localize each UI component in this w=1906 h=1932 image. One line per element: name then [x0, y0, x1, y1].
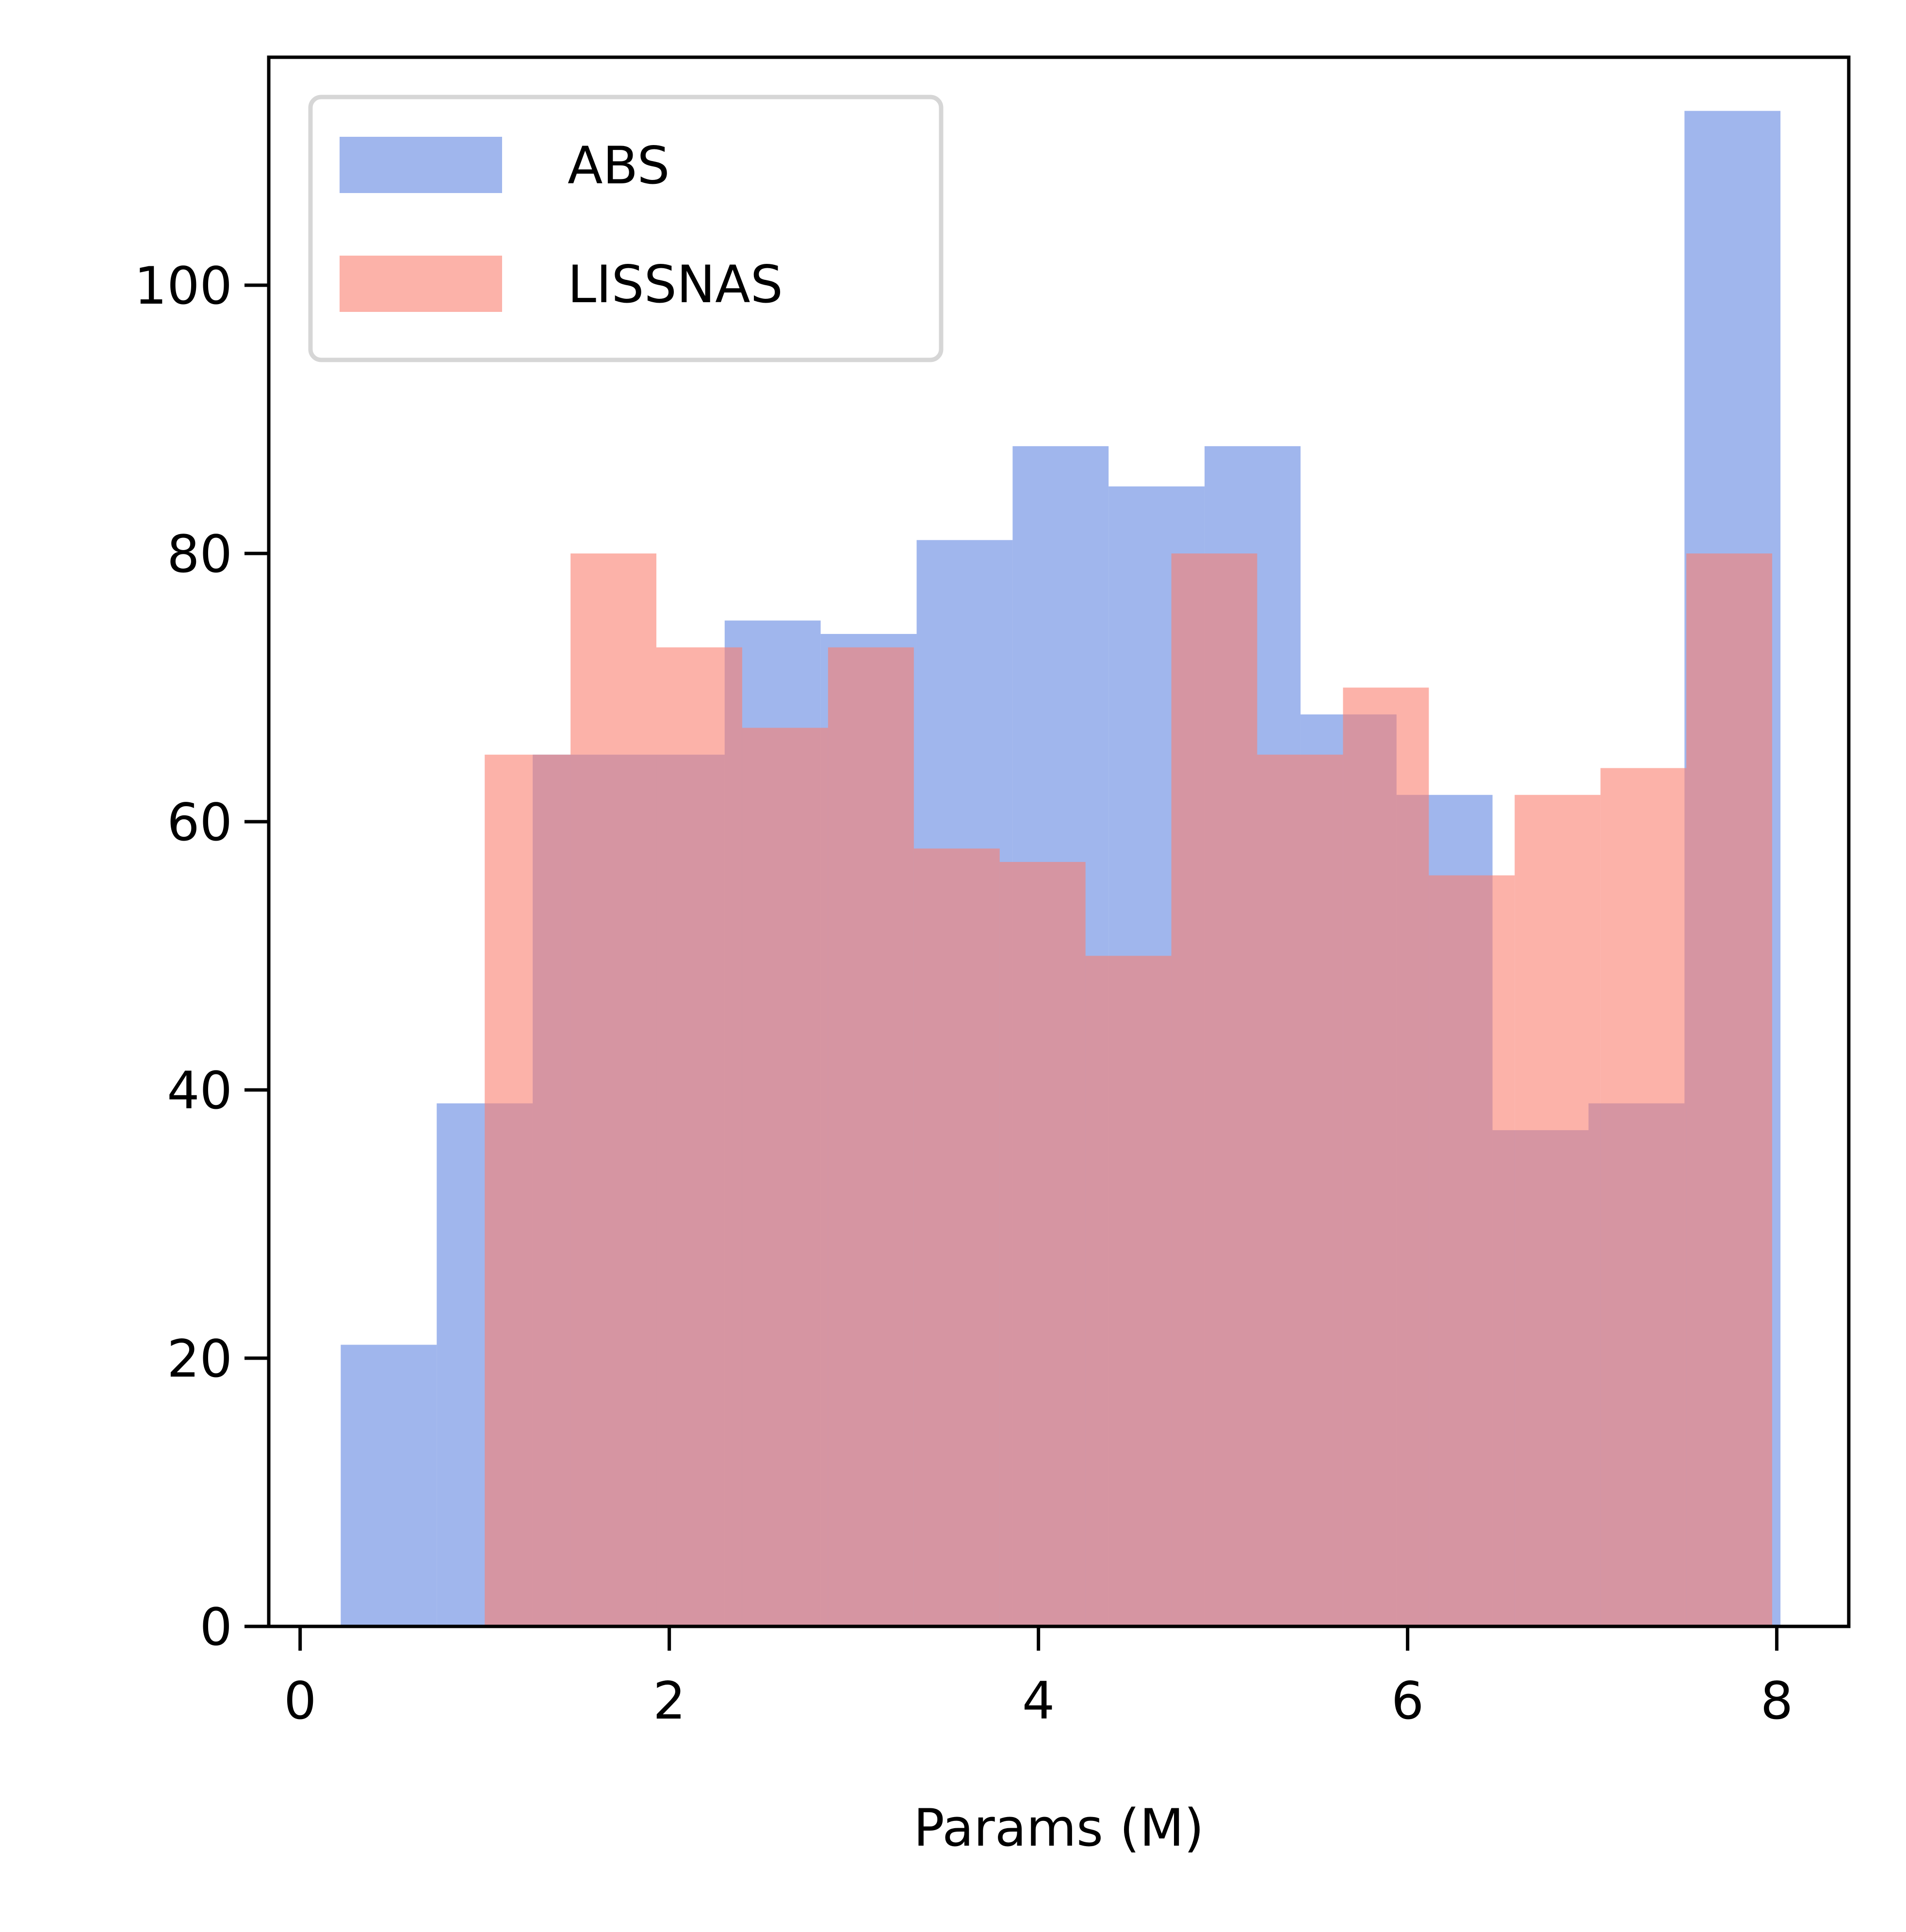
x-tick-label: 6: [1391, 1671, 1424, 1731]
legend-swatch-abs: [340, 137, 502, 193]
bar-lissnas-1: [570, 553, 657, 1626]
bar-lissnas-5: [913, 848, 1000, 1626]
bar-lissnas-7: [1085, 956, 1172, 1626]
y-tick-label: 80: [167, 524, 232, 584]
legend-entry-abs: ABS: [568, 136, 670, 195]
y-tick-label: 0: [200, 1597, 232, 1657]
bar-abs-0: [341, 1345, 437, 1626]
bar-lissnas-9: [1257, 754, 1343, 1626]
bar-lissnas-3: [742, 728, 828, 1626]
y-tick-label: 20: [167, 1329, 232, 1389]
bar-lissnas-0: [485, 754, 571, 1626]
bar-lissnas-8: [1171, 553, 1257, 1626]
bar-lissnas-2: [656, 647, 742, 1626]
x-axis-ticks: 0 2 4 6 8: [284, 1626, 1793, 1731]
lissnas-series-bars: [485, 553, 1773, 1626]
y-tick-label: 100: [134, 256, 232, 316]
y-tick-label: 40: [167, 1061, 232, 1120]
bar-lissnas-12: [1515, 795, 1601, 1626]
x-tick-label: 2: [653, 1671, 685, 1731]
x-tick-label: 0: [284, 1671, 316, 1731]
legend: ABS LISSNAS: [308, 95, 944, 362]
bar-lissnas-10: [1343, 687, 1429, 1626]
bar-lissnas-13: [1600, 768, 1687, 1626]
x-axis-label: Params (M): [913, 1798, 1204, 1858]
y-axis-ticks: 0 20 40 60 80 100: [134, 256, 269, 1657]
x-tick-label: 4: [1022, 1671, 1055, 1731]
legend-entry-lissnas: LISSNAS: [568, 255, 783, 314]
plot-frame: [267, 55, 1851, 1628]
bar-lissnas-14: [1686, 553, 1773, 1626]
bar-lissnas-6: [999, 861, 1086, 1626]
legend-swatch-lissnas: [340, 256, 502, 312]
y-tick-label: 60: [167, 793, 232, 852]
bar-lissnas-11: [1429, 875, 1515, 1626]
x-tick-label: 8: [1760, 1671, 1793, 1731]
bar-lissnas-4: [828, 647, 914, 1626]
